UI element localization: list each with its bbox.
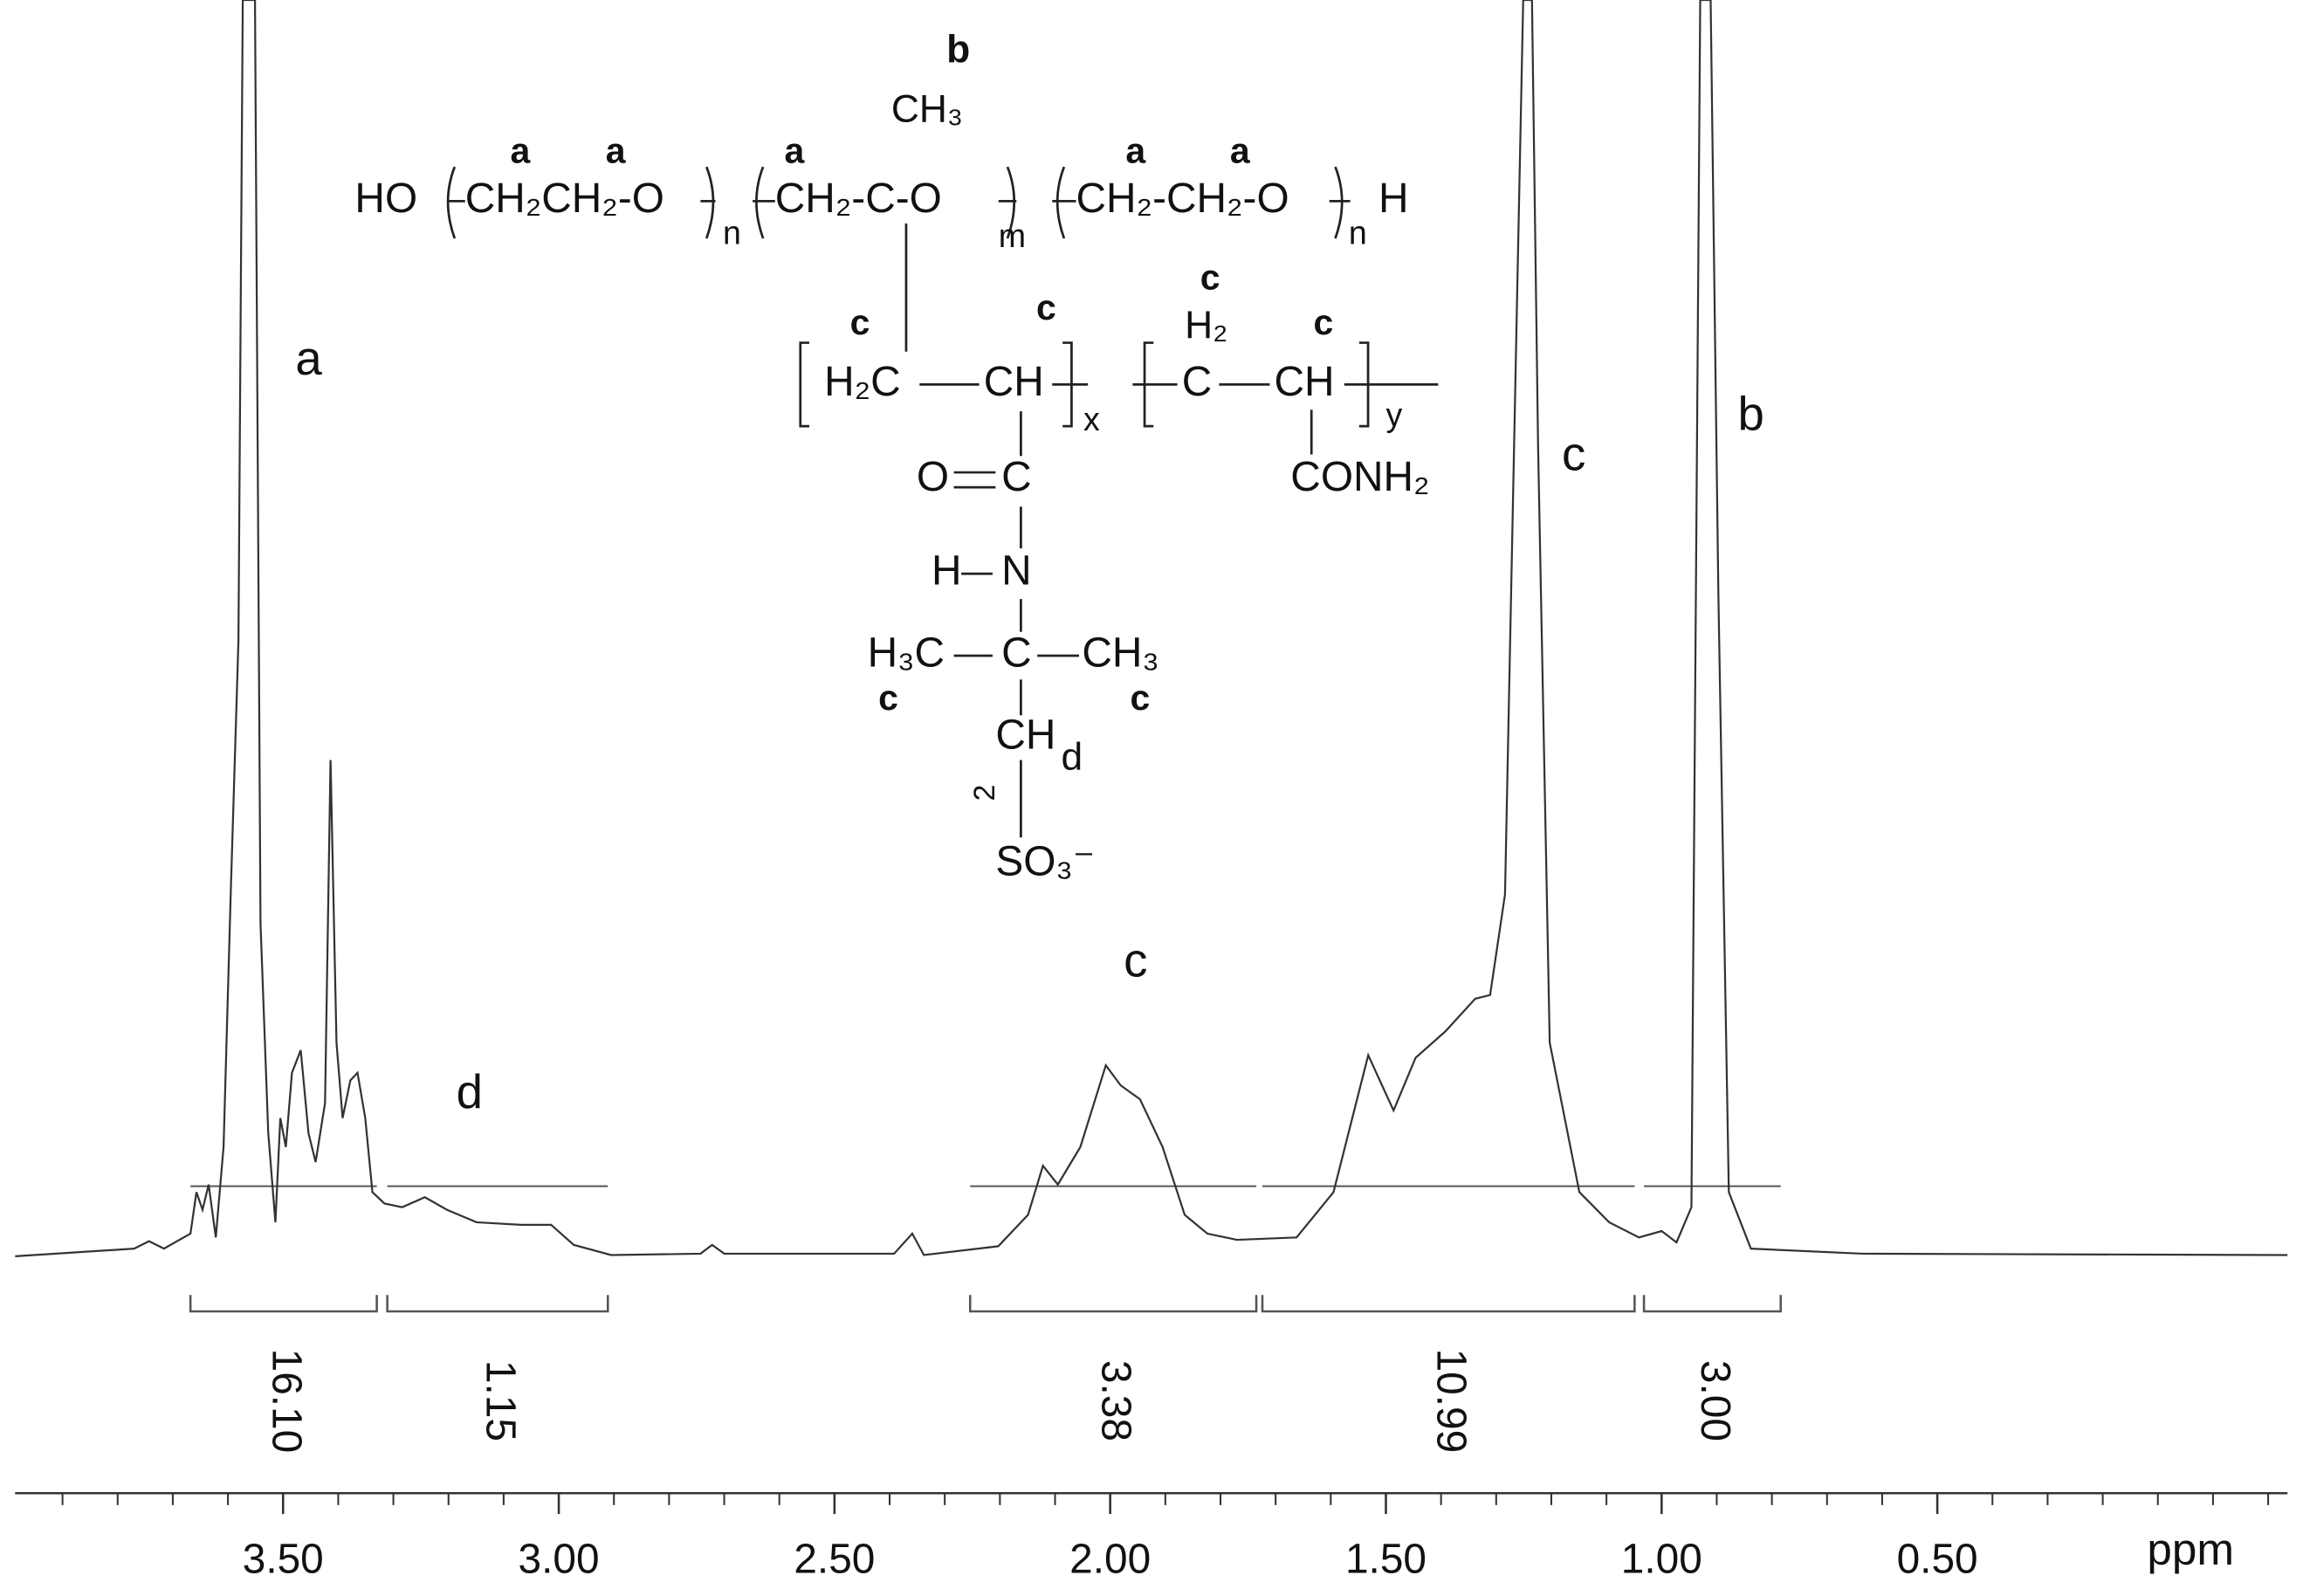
- structure-text: a: [511, 131, 532, 171]
- structure-text: CH₃: [1082, 630, 1158, 677]
- peak-label: c: [1124, 934, 1147, 987]
- integral-bracket: [968, 1295, 1258, 1313]
- structure-text: N: [1001, 548, 1032, 595]
- structure-text: n: [1349, 215, 1367, 251]
- structure-text: CH₂CH₂-O: [465, 175, 664, 222]
- integral-label: 1.15: [477, 1360, 523, 1441]
- structure-text: H: [932, 548, 962, 595]
- structure-text: CH: [1275, 359, 1335, 405]
- structure-text: 2: [968, 785, 1001, 801]
- structure-text: H₂: [1185, 304, 1227, 347]
- peak-label: a: [295, 332, 322, 385]
- peak-label: c: [1562, 427, 1585, 480]
- structure-text: H₂C: [824, 359, 901, 405]
- integral-label: 16.10: [263, 1349, 309, 1454]
- x-tick-label: 1.00: [1621, 1536, 1702, 1582]
- structure-text: C: [1001, 454, 1032, 500]
- structure-text: m: [999, 217, 1026, 254]
- structure-text: c: [850, 302, 870, 342]
- x-tick-label: 1.50: [1345, 1536, 1427, 1582]
- structure-text: H₃C: [868, 630, 945, 677]
- structure-text: CH: [984, 359, 1044, 405]
- structure-text: c: [1036, 287, 1056, 327]
- x-tick-label: 2.50: [794, 1536, 875, 1582]
- integral-label: 3.00: [1692, 1360, 1738, 1441]
- peak-label: b: [1738, 387, 1764, 440]
- integral-bracket: [1261, 1295, 1636, 1313]
- structure-text: b: [946, 28, 970, 71]
- structure-text: C: [1001, 630, 1032, 677]
- structure-text: c: [1200, 258, 1220, 298]
- integral-bracket: [189, 1295, 378, 1313]
- bracket: [700, 166, 716, 239]
- structure-text: HO: [354, 175, 417, 222]
- structure-text: y: [1386, 396, 1403, 433]
- structure-text: CH₂-CH₂-O: [1076, 175, 1289, 222]
- x-tick-label: 3.00: [519, 1536, 600, 1582]
- structure-text: x: [1083, 401, 1100, 437]
- structure-text: c: [878, 678, 898, 718]
- structure-text: CONH₂: [1290, 454, 1429, 500]
- structure-text: a: [1125, 131, 1146, 171]
- structure-text: CH₃: [891, 88, 963, 131]
- structure-text: d: [1061, 736, 1083, 779]
- integral-label: 10.99: [1428, 1349, 1475, 1454]
- structure-text: CH: [995, 712, 1055, 758]
- structure-text: c: [1313, 302, 1333, 342]
- structure-bonds: [446, 166, 1439, 838]
- structure-text: c: [1131, 678, 1151, 718]
- structure-text: O: [917, 454, 949, 500]
- bracket: [799, 341, 810, 428]
- structure-text: C: [1182, 359, 1213, 405]
- bracket: [998, 166, 1017, 239]
- bracket: [446, 166, 465, 239]
- x-tick-label: 2.00: [1069, 1536, 1151, 1582]
- bracket: [1329, 166, 1351, 239]
- structure-text: a: [606, 131, 627, 171]
- integral-bracket: [386, 1295, 609, 1313]
- structure-text: a: [785, 131, 806, 171]
- peak-label: d: [457, 1065, 483, 1118]
- integral-bracket: [1642, 1295, 1783, 1313]
- x-tick-label: 0.50: [1897, 1536, 1978, 1582]
- structure-text: a: [1230, 131, 1251, 171]
- bracket: [753, 166, 775, 239]
- integral-label: 3.38: [1093, 1360, 1139, 1441]
- structure-text: CH₂-C-O: [775, 175, 942, 222]
- x-axis-label: ppm: [2147, 1524, 2234, 1574]
- bracket: [1052, 166, 1076, 239]
- x-tick-label: 3.50: [243, 1536, 324, 1582]
- spectrum-line: [15, 0, 2288, 1257]
- structure-text: SO₃⁻: [995, 839, 1095, 885]
- structure-text: n: [723, 215, 741, 251]
- structure-text: H: [1378, 175, 1409, 222]
